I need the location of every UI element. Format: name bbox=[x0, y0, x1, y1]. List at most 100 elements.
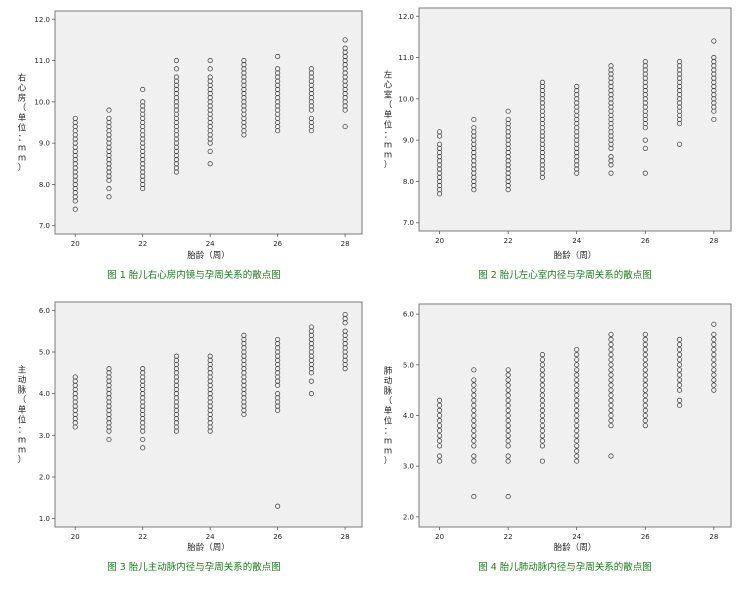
data-point bbox=[471, 418, 477, 424]
data-point bbox=[608, 418, 614, 424]
y-tick-label: 2.0 bbox=[39, 474, 50, 482]
x-tick-label: 24 bbox=[572, 533, 581, 541]
data-point bbox=[608, 392, 614, 398]
data-point bbox=[471, 402, 477, 408]
data-point bbox=[539, 387, 545, 393]
data-point bbox=[505, 423, 511, 429]
data-point bbox=[677, 372, 683, 378]
data-point bbox=[140, 445, 146, 451]
data-point bbox=[608, 336, 614, 343]
data-point bbox=[539, 367, 545, 373]
data-point bbox=[539, 428, 545, 434]
data-point bbox=[173, 74, 180, 80]
data-point bbox=[342, 328, 348, 334]
data-point bbox=[437, 418, 443, 424]
data-point bbox=[642, 170, 648, 176]
y-axis-label: 肺动脉（单位： m m） bbox=[384, 367, 393, 467]
y-tick-label: 5.0 bbox=[403, 361, 414, 369]
data-point bbox=[608, 407, 614, 413]
data-point bbox=[711, 38, 717, 44]
data-point bbox=[173, 66, 180, 72]
plot-area bbox=[418, 303, 732, 528]
data-point bbox=[505, 387, 511, 393]
x-tick-label: 28 bbox=[341, 240, 350, 248]
data-point bbox=[574, 418, 580, 424]
data-point bbox=[574, 83, 580, 90]
x-tick-label: 26 bbox=[641, 533, 650, 541]
data-point bbox=[505, 372, 511, 378]
data-point bbox=[471, 392, 477, 398]
data-point bbox=[106, 436, 112, 443]
data-point bbox=[642, 137, 648, 143]
figure-caption: 图 4 胎儿肺动脉内径与孕周关系的散点图 bbox=[478, 561, 652, 573]
data-point bbox=[505, 108, 511, 114]
y-tick-label: 9.0 bbox=[39, 140, 50, 148]
data-point bbox=[241, 58, 247, 64]
data-point bbox=[642, 407, 648, 413]
data-point bbox=[711, 321, 717, 327]
data-point bbox=[642, 352, 648, 358]
data-point bbox=[574, 407, 580, 413]
data-point bbox=[437, 402, 443, 408]
data-point bbox=[608, 397, 614, 403]
data-point bbox=[505, 402, 511, 408]
x-tick-label: 24 bbox=[206, 240, 215, 248]
data-point bbox=[642, 59, 648, 65]
data-point bbox=[72, 115, 78, 121]
data-point bbox=[574, 347, 580, 353]
data-point bbox=[275, 391, 281, 397]
data-point bbox=[574, 433, 580, 439]
scatter-panel-2: 7.0 8.0 9.0 10.0 11.0 12.0 20 22 24 26 28 胎龄（周） 左心室（… bbox=[384, 7, 732, 281]
x-tick-label: 20 bbox=[435, 237, 444, 245]
data-point bbox=[437, 423, 443, 429]
y-tick-label: 11.0 bbox=[398, 54, 414, 62]
data-point bbox=[711, 336, 717, 343]
data-point bbox=[505, 418, 511, 424]
data-point bbox=[505, 453, 511, 459]
data-point bbox=[505, 494, 511, 500]
data-point bbox=[608, 377, 614, 383]
data-point bbox=[275, 503, 281, 509]
data-point bbox=[207, 58, 213, 64]
data-point bbox=[642, 397, 648, 403]
y-tick-label: 3.0 bbox=[403, 463, 414, 471]
data-point bbox=[106, 194, 112, 200]
data-point bbox=[140, 436, 146, 443]
data-point bbox=[505, 392, 511, 398]
y-tick-label: 12.0 bbox=[34, 16, 50, 24]
y-tick-label: 10.0 bbox=[398, 95, 414, 103]
data-point bbox=[711, 341, 717, 348]
y-tick-label: 8.0 bbox=[403, 178, 414, 186]
data-point bbox=[711, 382, 717, 388]
data-point bbox=[677, 347, 683, 353]
data-point bbox=[308, 66, 314, 72]
data-point bbox=[471, 377, 477, 383]
y-tick-label: 3.0 bbox=[39, 432, 50, 440]
y-tick-label: 4.0 bbox=[39, 390, 50, 398]
data-point bbox=[574, 453, 580, 459]
data-point bbox=[437, 433, 443, 439]
data-point bbox=[539, 458, 545, 464]
y-axis-label: 右心房（单位： m m） bbox=[18, 73, 27, 174]
data-point bbox=[106, 366, 112, 372]
x-tick-label: 28 bbox=[341, 533, 350, 541]
x-tick-label: 20 bbox=[71, 533, 80, 541]
data-point bbox=[308, 391, 314, 397]
data-point bbox=[608, 347, 614, 353]
data-point bbox=[471, 423, 477, 429]
data-point bbox=[574, 392, 580, 398]
data-point bbox=[574, 448, 580, 454]
data-point bbox=[711, 116, 717, 123]
data-point bbox=[471, 453, 477, 459]
data-point bbox=[342, 45, 348, 51]
data-point bbox=[207, 161, 213, 167]
data-point bbox=[574, 367, 580, 373]
data-point bbox=[505, 397, 511, 403]
x-tick-label: 24 bbox=[206, 533, 215, 541]
data-point bbox=[677, 141, 683, 147]
data-point bbox=[539, 377, 545, 383]
data-point bbox=[173, 58, 180, 64]
data-point bbox=[711, 387, 717, 393]
data-point bbox=[471, 438, 477, 444]
data-point bbox=[711, 372, 717, 378]
